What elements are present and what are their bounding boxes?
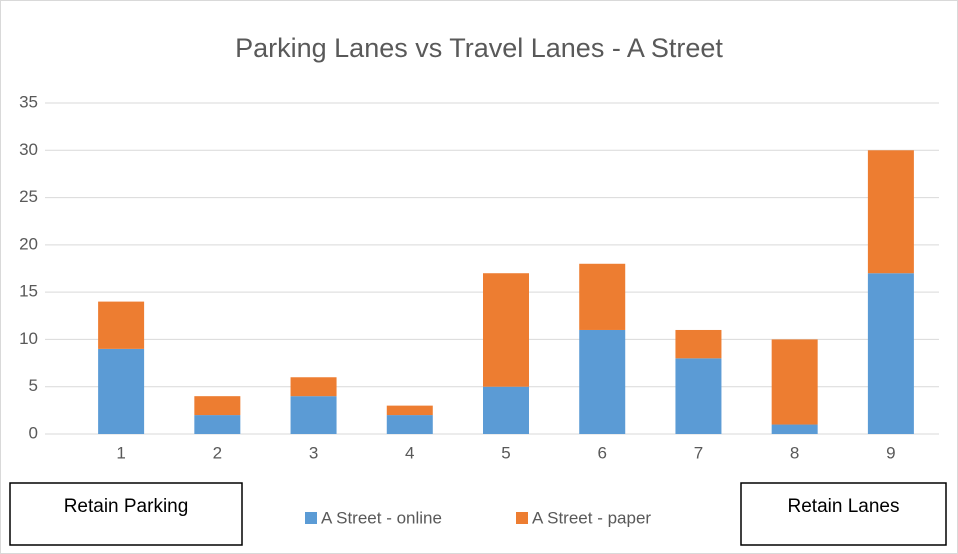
x-tick-label: 3 bbox=[309, 443, 318, 462]
y-tick-label: 15 bbox=[19, 282, 38, 301]
bar-segment bbox=[386, 405, 433, 416]
annotation-box bbox=[740, 482, 947, 546]
bar-segment bbox=[483, 386, 529, 434]
bar-segment bbox=[771, 339, 818, 425]
bar-segment bbox=[386, 415, 433, 434]
bar-segment bbox=[194, 415, 241, 434]
bar-segment bbox=[675, 358, 722, 434]
y-tick-label: 25 bbox=[19, 187, 38, 206]
bar-segment bbox=[194, 396, 241, 416]
bar-segment bbox=[771, 424, 818, 434]
annotation-text: Retain Lanes bbox=[788, 496, 900, 517]
bar-segment bbox=[483, 273, 529, 387]
y-tick-label: 20 bbox=[19, 234, 38, 253]
annotation-box bbox=[9, 482, 243, 546]
bar-segment bbox=[867, 150, 914, 274]
x-tick-label: 4 bbox=[405, 443, 414, 462]
y-tick-label: 35 bbox=[19, 92, 38, 111]
x-tick-label: 5 bbox=[501, 443, 510, 462]
annotation-text: Retain Parking bbox=[64, 496, 189, 517]
bar-segment bbox=[290, 377, 337, 397]
legend-swatch bbox=[305, 512, 317, 524]
legend-label: A Street - paper bbox=[532, 508, 651, 527]
bar-segment bbox=[290, 396, 337, 434]
bar-segment bbox=[579, 329, 626, 434]
y-tick-label: 30 bbox=[19, 140, 38, 159]
chart-title: Parking Lanes vs Travel Lanes - A Street bbox=[235, 33, 723, 63]
bar-segment bbox=[675, 329, 722, 359]
x-tick-label: 9 bbox=[886, 443, 895, 462]
legend-swatch bbox=[516, 512, 528, 524]
x-tick-label: 8 bbox=[790, 443, 799, 462]
x-tick-label: 2 bbox=[213, 443, 222, 462]
x-tick-label: 6 bbox=[597, 443, 606, 462]
x-tick-label: 7 bbox=[694, 443, 703, 462]
bar-segment bbox=[98, 301, 145, 349]
bar-segment bbox=[98, 348, 145, 434]
legend-label: A Street - online bbox=[321, 508, 442, 527]
y-tick-label: 10 bbox=[19, 329, 38, 348]
bar-segment bbox=[579, 263, 626, 330]
y-tick-label: 0 bbox=[29, 423, 38, 442]
x-tick-label: 1 bbox=[116, 443, 125, 462]
y-tick-label: 5 bbox=[29, 376, 38, 395]
bar-segment bbox=[867, 273, 914, 434]
